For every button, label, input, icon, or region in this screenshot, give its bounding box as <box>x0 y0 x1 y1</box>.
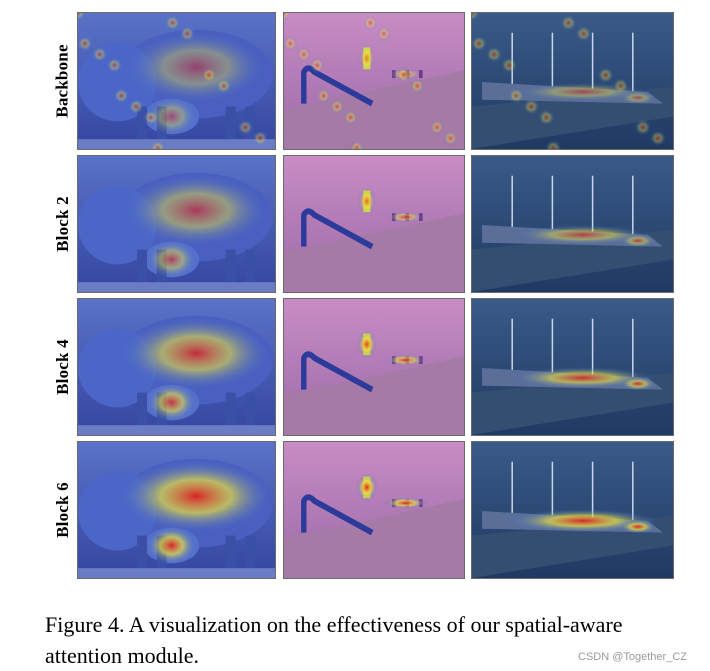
row-label-block-4: Block 4 <box>53 339 72 395</box>
heatmap-block6-train <box>471 441 674 579</box>
heatmap-block2-train <box>471 155 674 293</box>
heatmap-block4-train <box>471 298 674 436</box>
heatmap-backbone-train <box>471 12 674 150</box>
heatmap-block2-snowboard <box>283 155 465 293</box>
figure-caption: Figure 4. A visualization on the effecti… <box>45 612 623 668</box>
heatmap-block6-elephants <box>77 441 276 579</box>
heatmap-backbone-elephants <box>77 12 276 150</box>
row-label-block-6: Block 6 <box>53 482 72 538</box>
heatmap-block2-elephants <box>77 155 276 293</box>
heatmap-block4-snowboard <box>283 298 465 436</box>
watermark: CSDN @Together_CZ <box>578 651 687 663</box>
row-label-block-2: Block 2 <box>53 196 72 252</box>
row-label-backbone: Backbone <box>53 44 72 118</box>
heatmap-block6-snowboard <box>283 441 465 579</box>
heatmap-backbone-snowboard <box>283 12 465 150</box>
heatmap-block4-elephants <box>77 298 276 436</box>
